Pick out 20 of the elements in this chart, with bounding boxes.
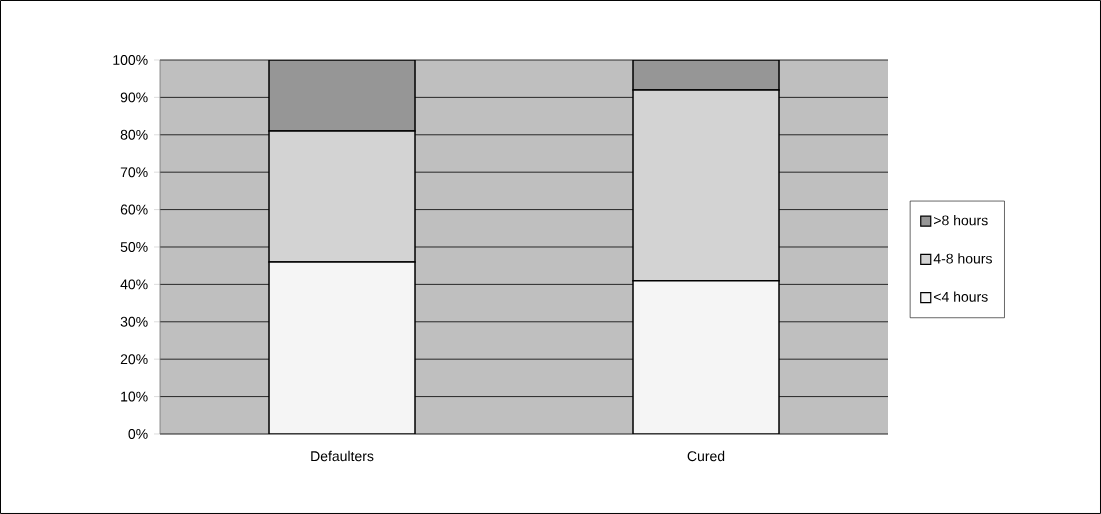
y-tick-label: 90%	[120, 92, 148, 103]
y-tick-label: 50%	[120, 242, 148, 252]
x-tick-label: Cured	[687, 450, 725, 462]
bar	[268, 261, 416, 434]
y-tick-label: 30%	[120, 316, 148, 327]
bar	[268, 59, 416, 132]
bar	[632, 279, 780, 434]
bar	[632, 59, 780, 91]
y-tick-label: 60%	[120, 204, 148, 215]
legend-label: 4-8 hours	[933, 253, 992, 264]
y-tick-label: 80%	[120, 129, 148, 140]
y-tick-label: 100%	[113, 55, 148, 65]
y-tick-label: 70%	[120, 167, 148, 178]
y-tick-label: 20%	[120, 354, 148, 365]
y-tick-label: 10%	[121, 391, 148, 402]
y-tick-label: 0%	[128, 429, 148, 439]
x-tick-label: Defaulters	[311, 450, 374, 462]
legend-label: >8 hours	[934, 215, 988, 226]
legend-label: <4 hours	[934, 291, 988, 302]
y-tick-label: 40%	[120, 279, 148, 290]
